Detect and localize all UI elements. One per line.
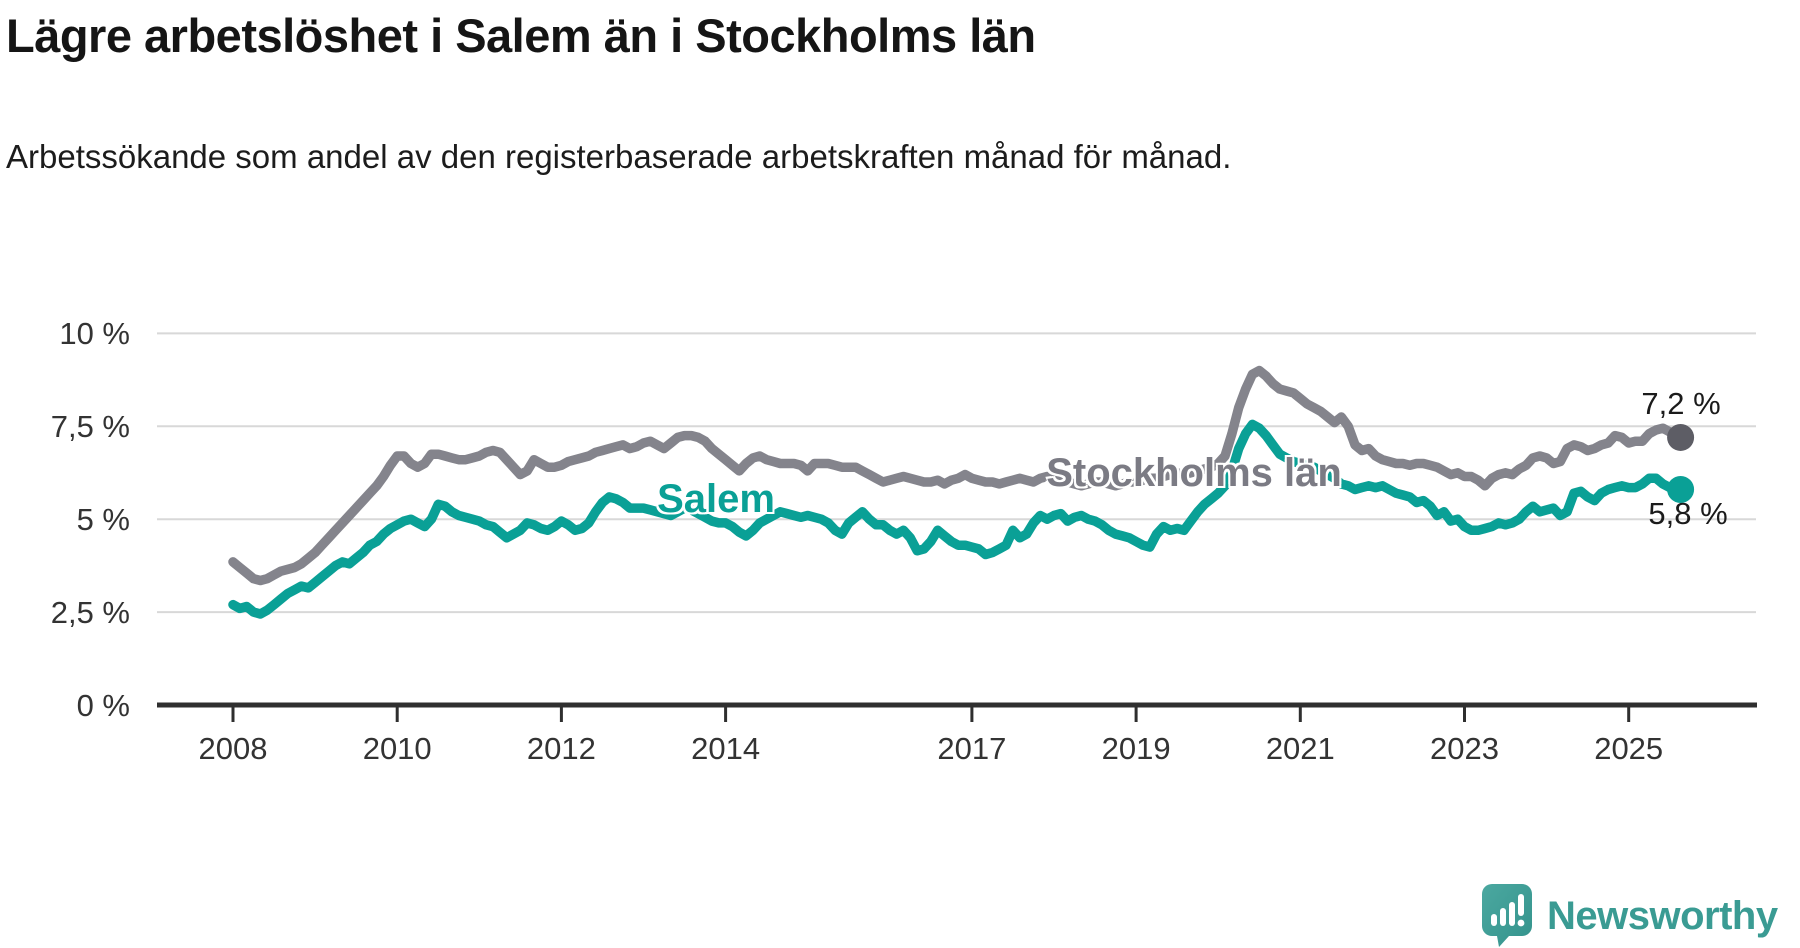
series-line-stockholms-lan xyxy=(228,365,1682,586)
y-axis-tick-label: 0 % xyxy=(76,688,130,723)
chart-subtitle: Arbetssökande som andel av den registerb… xyxy=(6,138,1232,175)
y-axis-tick-label: 7,5 % xyxy=(50,409,130,445)
x-axis-tick-label: 2017 xyxy=(937,731,1007,766)
series-label-salem: Salem xyxy=(657,477,775,521)
newsworthy-logo: Newsworthy xyxy=(1482,884,1778,948)
series-line-salem xyxy=(228,419,1682,619)
series-label-stockholms-lan: Stockholms län xyxy=(1046,451,1342,495)
x-axis-tick-label: 2023 xyxy=(1430,731,1499,766)
page-title: Lägre arbetslöshet i Salem än i Stockhol… xyxy=(6,9,1036,62)
end-value-label-stockholms-lan: 7,2 % xyxy=(1641,386,1721,421)
x-axis-tick-label: 2014 xyxy=(691,731,761,766)
x-axis-tick-label: 2010 xyxy=(362,731,432,766)
x-axis-tick-label: 2008 xyxy=(198,731,268,766)
end-dot-stockholms-lan xyxy=(1667,423,1695,451)
x-axis-tick-label: 2025 xyxy=(1594,731,1664,766)
newsworthy-logo-icon xyxy=(1482,884,1532,947)
newsworthy-logo-text: Newsworthy xyxy=(1547,893,1778,938)
end-dot-salem xyxy=(1667,475,1695,503)
x-axis-tick-label: 2021 xyxy=(1265,731,1335,766)
end-value-label-salem: 5,8 % xyxy=(1648,496,1728,531)
y-axis-tick-label: 5 % xyxy=(76,502,130,538)
x-axis-tick-label: 2012 xyxy=(526,731,596,766)
x-axis-tick-label: 2019 xyxy=(1101,731,1171,766)
y-axis-tick-label: 10 % xyxy=(59,316,130,352)
y-axis-tick-label: 2,5 % xyxy=(50,595,130,631)
